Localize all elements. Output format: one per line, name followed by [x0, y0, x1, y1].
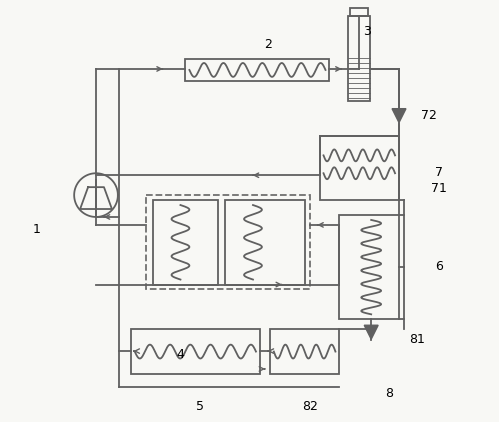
Bar: [319, 135, 399, 200]
Text: 4: 4: [177, 348, 185, 360]
Text: 82: 82: [302, 400, 317, 413]
Text: 71: 71: [431, 181, 447, 195]
Text: 6: 6: [435, 260, 443, 273]
Text: 7: 7: [435, 166, 443, 179]
Text: 81: 81: [409, 333, 425, 346]
Bar: [146, 195, 309, 289]
Text: 1: 1: [32, 223, 40, 236]
Bar: [186, 59, 329, 81]
Polygon shape: [364, 325, 378, 339]
Bar: [131, 329, 260, 374]
Polygon shape: [392, 109, 406, 122]
Text: 2: 2: [264, 38, 272, 51]
Bar: [270, 329, 339, 374]
Bar: [348, 16, 370, 101]
Bar: [339, 215, 404, 319]
Text: 72: 72: [421, 109, 437, 122]
Text: 3: 3: [363, 25, 371, 38]
Text: 5: 5: [196, 400, 204, 413]
Text: 8: 8: [385, 387, 393, 400]
Bar: [350, 8, 368, 16]
Bar: [153, 200, 218, 284]
Bar: [225, 200, 304, 284]
